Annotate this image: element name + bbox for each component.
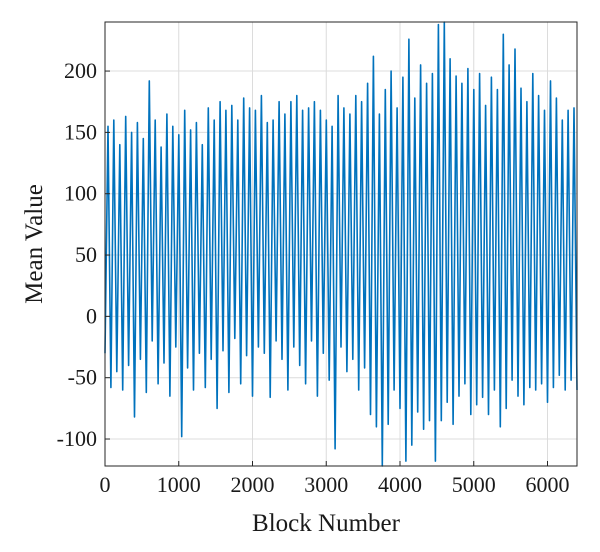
y-tick-label: 0	[86, 303, 97, 328]
x-axis-title: Block Number	[252, 510, 401, 537]
x-tick-label: 4000	[378, 472, 422, 497]
y-tick-label: 200	[64, 58, 97, 83]
tick-marks	[104, 70, 548, 466]
x-tick-labels: 0 1000 2000 3000 4000 5000 6000	[100, 472, 570, 497]
x-tick-label: 2000	[231, 472, 275, 497]
plot-area-frame	[104, 21, 578, 467]
x-tick-label: 3000	[304, 472, 348, 497]
series-line	[104, 21, 578, 467]
y-tick-label: -100	[57, 426, 97, 451]
x-tick-label: 0	[100, 472, 111, 497]
x-tick-label: 1000	[157, 472, 201, 497]
y-axis-title: Mean Value	[21, 184, 48, 304]
y-tick-labels: 200 150 100 50 0 -50 -100	[57, 58, 97, 451]
series-layer	[104, 21, 578, 467]
x-tick-label: 6000	[526, 472, 570, 497]
y-tick-label: -50	[68, 365, 97, 390]
y-tick-label: 150	[64, 119, 97, 144]
y-tick-label: 100	[64, 181, 97, 206]
y-tick-label: 50	[75, 242, 97, 267]
x-tick-label: 5000	[452, 472, 496, 497]
